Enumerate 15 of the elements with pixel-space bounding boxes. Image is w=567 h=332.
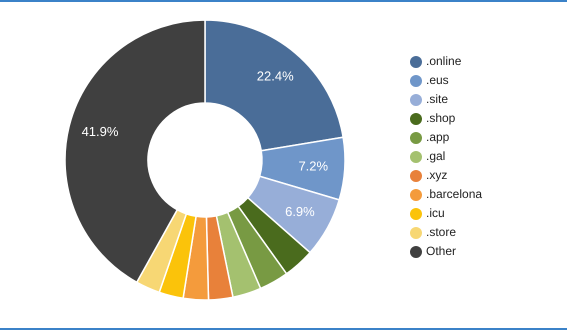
legend-label: .site: [426, 92, 448, 106]
legend-label: .eus: [426, 73, 449, 88]
legend-label: Other: [426, 244, 456, 258]
data-label: 7.2%: [298, 158, 329, 174]
legend-label: .barcelona: [426, 187, 482, 202]
data-label: 41.9%: [82, 124, 119, 140]
data-label: 22.4%: [256, 68, 294, 84]
legend-label: .store: [426, 225, 456, 240]
legend-label: .icu: [426, 206, 445, 220]
legend-label: .app: [426, 130, 450, 144]
legend-label: .xyz: [426, 168, 448, 182]
data-label: 6.9%: [285, 204, 316, 220]
legend-label: .gal: [426, 149, 446, 164]
legend-label: .online: [426, 54, 462, 68]
legend-label: .shop: [426, 111, 456, 126]
